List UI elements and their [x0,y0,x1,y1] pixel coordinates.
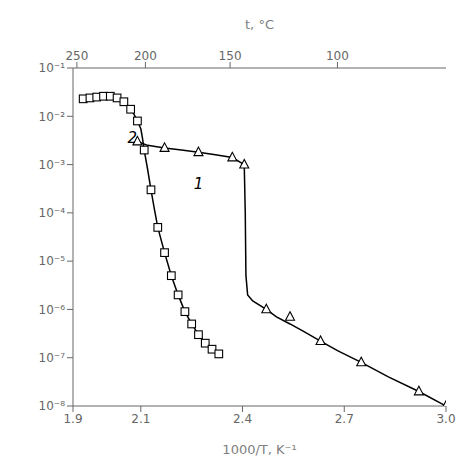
svg-text:10⁻⁷: 10⁻⁷ [39,351,66,365]
svg-text:200: 200 [134,49,157,63]
svg-text:10⁻⁵: 10⁻⁵ [39,254,66,268]
svg-text:10⁻⁶: 10⁻⁶ [39,303,66,317]
svg-text:3.0: 3.0 [436,412,455,426]
svg-text:1: 1 [194,175,204,193]
svg-text:2: 2 [128,129,138,147]
svg-text:250: 250 [65,49,88,63]
svg-text:10⁻⁸: 10⁻⁸ [39,399,66,413]
svg-text:10⁻¹: 10⁻¹ [39,61,66,75]
svg-text:2.7: 2.7 [335,412,354,426]
svg-text:10⁻²: 10⁻² [39,110,66,124]
svg-text:t, °C: t, °C [245,17,274,32]
svg-text:2.4: 2.4 [233,412,252,426]
svg-text:10⁻³: 10⁻³ [39,158,66,172]
svg-text:150: 150 [219,49,242,63]
svg-text:1000/T, K⁻¹: 1000/T, K⁻¹ [222,442,296,457]
svg-text:10⁻⁴: 10⁻⁴ [39,206,66,220]
svg-text:2.1: 2.1 [131,412,150,426]
svg-text:100: 100 [326,49,349,63]
svg-text:1.9: 1.9 [63,412,82,426]
